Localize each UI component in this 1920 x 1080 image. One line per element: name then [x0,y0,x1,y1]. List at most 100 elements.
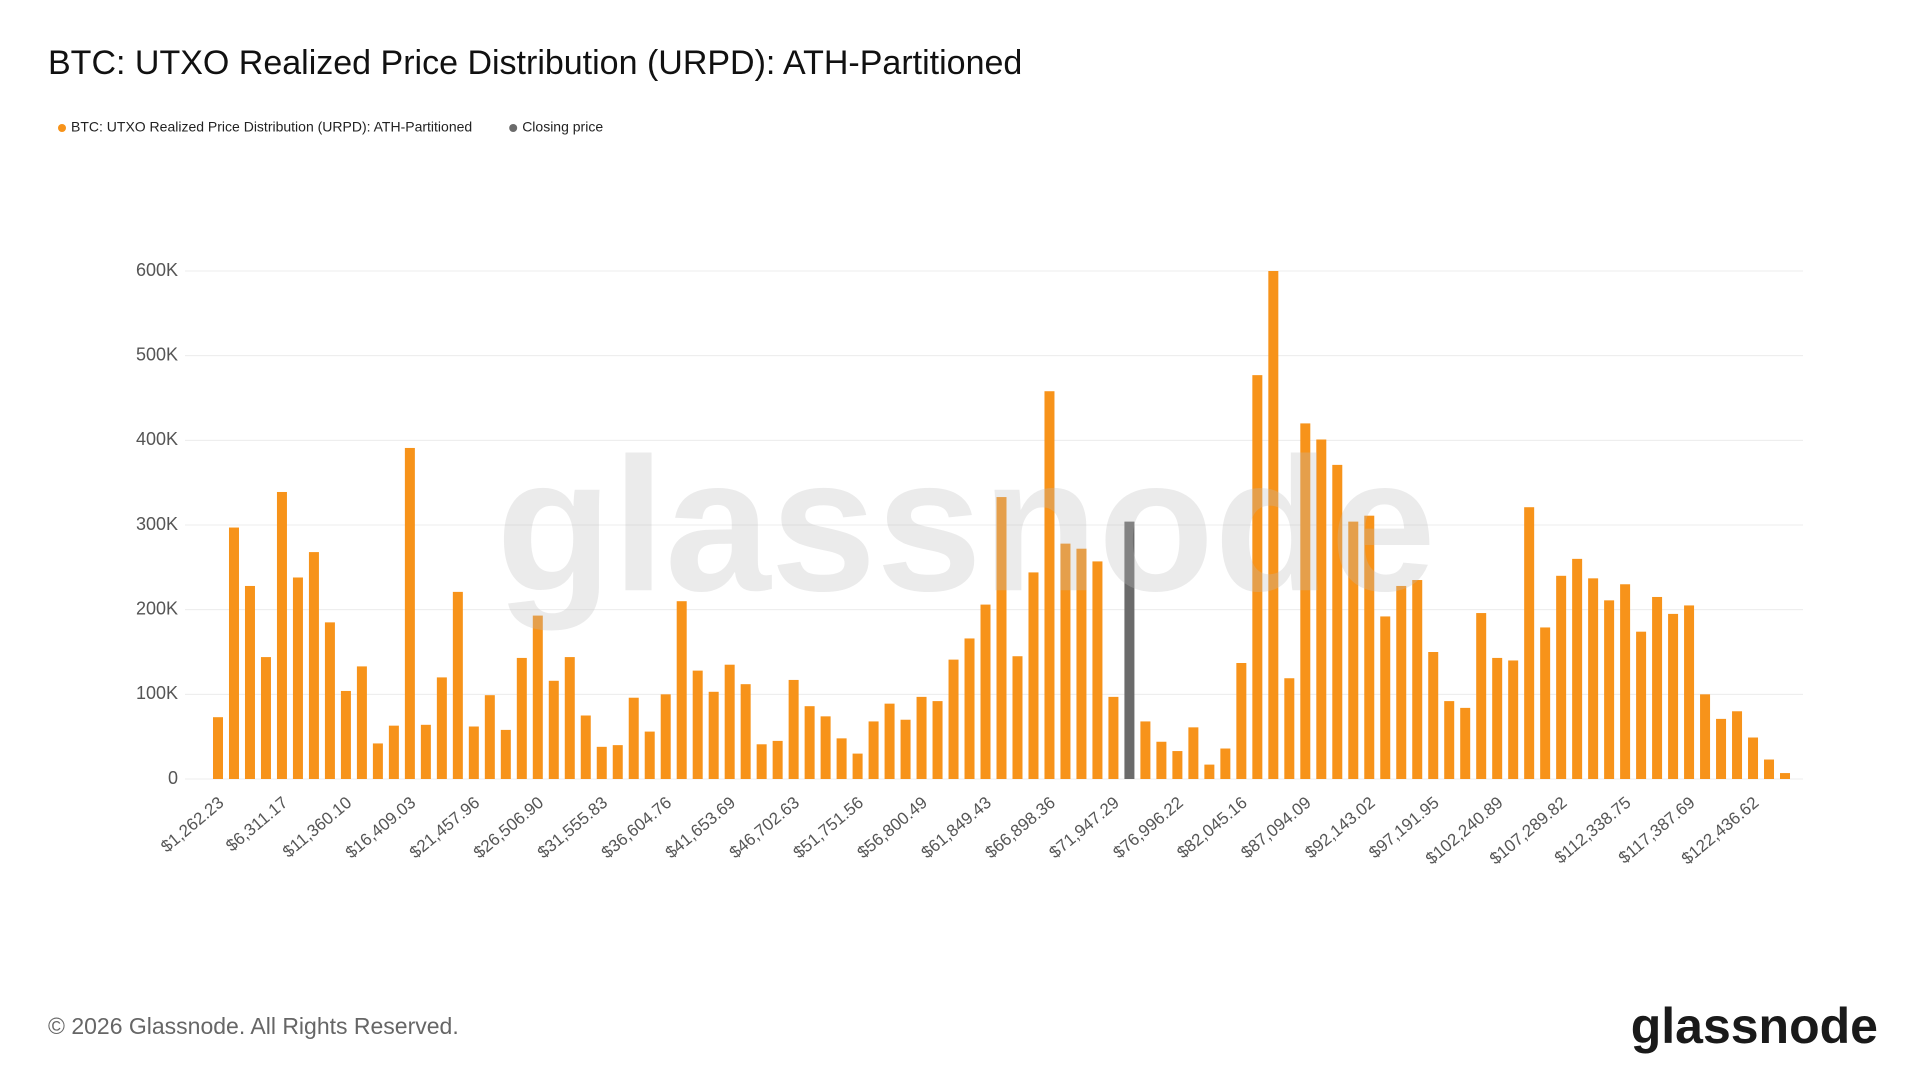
bar [948,659,959,779]
bar [628,697,639,779]
bar [1060,543,1071,779]
x-tick-label: $56,800.49 [854,793,931,862]
bar [1604,600,1615,779]
bar [1380,616,1391,779]
bar [1220,748,1231,779]
x-tick-label: $1,262.23 [157,793,227,856]
bar [1668,613,1679,779]
bar [500,729,511,779]
bar [580,715,591,779]
bar [324,622,335,779]
footer: © 2026 Glassnode. All Rights Reserved. [48,1013,459,1039]
x-tick-label: $76,996.22 [1109,793,1186,862]
bar [820,716,831,779]
bar [804,706,815,779]
x-tick-label: $16,409.03 [342,793,419,862]
bar [1428,652,1439,779]
x-tick-label: $61,849.43 [918,793,995,862]
bar [1444,701,1455,779]
bar [1012,656,1023,779]
bar [468,726,479,779]
bar [772,740,783,779]
bar [676,601,687,779]
x-tick-label: $26,506.90 [470,793,547,862]
bar [756,744,767,779]
bar [836,738,847,779]
bar [1572,558,1583,779]
bar [1540,627,1551,779]
bar [1316,439,1327,779]
bar [884,703,895,779]
x-tick-label: $36,604.76 [598,793,675,862]
x-tick-label: $51,751.56 [790,793,867,862]
logo: glassnode [1631,998,1878,1054]
bar [852,753,863,779]
bar [260,657,271,779]
chart-title: BTC: UTXO Realized Price Distribution (U… [48,44,1022,82]
bar [1492,657,1503,779]
bar [708,691,719,779]
legend-label: BTC: UTXO Realized Price Distribution (U… [71,119,472,135]
bar [660,694,671,779]
bar [212,717,223,779]
bar [292,577,303,779]
bar [1588,578,1599,779]
bar [1412,580,1423,779]
y-tick-label: 0 [168,768,178,788]
bar [1780,773,1791,779]
bar [388,725,399,779]
bar [1652,596,1663,779]
bar [1028,572,1039,779]
bar [868,721,879,779]
bar [1476,613,1487,779]
x-tick-label: $41,653.69 [662,793,739,862]
bar [356,666,367,779]
bar [644,731,655,779]
bar [612,745,623,779]
bar [692,670,703,779]
bar [1732,711,1743,779]
bar [340,690,351,779]
x-tick-label: $87,094.09 [1237,793,1314,862]
bar [740,684,751,779]
bar [564,657,575,779]
bar [996,497,1007,779]
bar [1300,423,1311,779]
x-tick-label: $46,702.63 [726,793,803,862]
bar [1236,663,1247,779]
bar [1156,741,1167,779]
bar [1332,464,1343,779]
bar [1460,707,1471,779]
bar [596,746,607,779]
bar [276,491,287,779]
bar [1092,561,1103,779]
bar [436,677,447,779]
bar [372,743,383,779]
x-tick-label: $21,457.96 [406,793,483,862]
bar [724,664,735,779]
x-tick-label: $92,143.02 [1301,793,1378,862]
bar [1556,575,1567,779]
bar [1508,660,1519,779]
bar [420,724,431,779]
bar [1188,727,1199,779]
y-tick-label: 600K [136,260,178,280]
bar [1748,737,1759,779]
bar [1268,271,1279,779]
y-tick-label: 400K [136,429,178,449]
y-tick-label: 500K [136,344,178,364]
x-tick-label: $66,898.36 [982,793,1059,862]
bar [1716,718,1727,779]
bar [1636,631,1647,779]
bar [452,591,463,779]
legend-marker [58,124,66,132]
bar [1364,515,1375,779]
bar [228,527,239,779]
bar [900,719,911,779]
bar [1076,548,1087,779]
bar [964,638,975,779]
x-tick-label: $31,555.83 [534,793,611,862]
bar [548,680,559,779]
bar [308,552,319,779]
